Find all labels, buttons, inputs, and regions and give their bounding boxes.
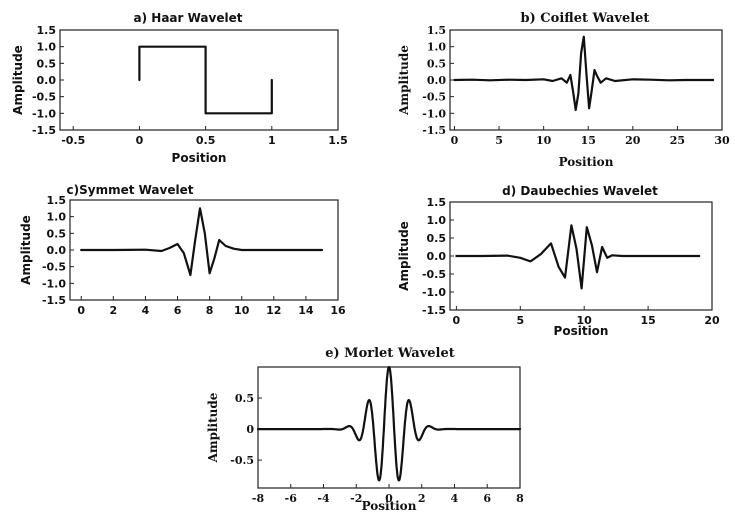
y-tick-label: 0.0: [427, 250, 447, 263]
x-tick-label: 0.5: [196, 134, 216, 147]
x-tick-label: -0.5: [61, 134, 85, 147]
y-tick-label: 0.5: [427, 57, 446, 70]
plot-frame: [59, 29, 339, 131]
y-axis-label: Amplitude: [206, 392, 220, 463]
y-tick-label: 1.5: [427, 196, 447, 209]
y-tick-label: -1.0: [32, 107, 56, 120]
y-tick-label: 1.0: [37, 41, 57, 54]
x-axis-label: Position: [559, 155, 614, 169]
x-tick-label: 0: [77, 304, 85, 317]
chart-title: e) Morlet Wavelet: [325, 346, 455, 361]
x-tick-label: 20: [704, 314, 720, 327]
wavelet-series-line: [138, 45, 273, 115]
x-tick-label: 16: [330, 304, 346, 317]
y-tick-label: 0.5: [47, 227, 67, 240]
x-tick-label: 1.5: [328, 134, 348, 147]
y-axis-label: Amplitude: [19, 215, 33, 285]
wavelet-panel-3: 0 2 4 6 8 10 12 14 16 1.5 1.0 0.5 0.0 -0.5 -1.0 -1.5 c)S…: [19, 183, 346, 317]
x-tick-label: 0: [451, 134, 459, 147]
chart-title: c)Symmet Wavelet: [67, 183, 194, 197]
y-tick-label: -0.5: [32, 91, 56, 104]
wavelet-panel-4: 0 5 10 15 20 1.5 1.0 0.5 0.0 -0.5 -1.0 -1.5 d) Daube…: [397, 184, 720, 338]
y-tick-label: -0.5: [422, 91, 446, 104]
x-tick-label: 20: [625, 134, 641, 147]
x-tick-label: 2: [110, 304, 118, 317]
x-tick-label: 15: [640, 314, 655, 327]
x-tick-label: 0: [385, 492, 393, 505]
chart-title: a) Haar Wavelet: [134, 11, 243, 25]
x-tick-label: -2: [350, 492, 362, 505]
y-tick-label: -1.5: [42, 294, 66, 307]
x-tick-label: 0: [136, 134, 144, 147]
x-tick-label: 10: [234, 304, 250, 317]
y-tick-label: -1.0: [422, 107, 446, 120]
x-tick-label: -8: [252, 492, 265, 505]
x-tick-label: 2: [418, 492, 426, 505]
y-tick-label: 1.5: [47, 194, 67, 207]
x-tick-label: 10: [536, 134, 552, 147]
x-tick-label: 4: [451, 492, 459, 505]
y-axis-label: Amplitude: [397, 45, 411, 116]
x-tick-label: 5: [516, 314, 524, 327]
x-tick-label: 14: [298, 304, 314, 317]
wavelet-panel-2: 0 5 10 15 20 25 30 1.5 1.0 0.5 0.0 -0.5 -1.0 -1.5 b) C…: [397, 11, 730, 169]
y-tick-label: -1.5: [422, 124, 446, 137]
x-tick-label: 6: [174, 304, 182, 317]
y-tick-label: 1.0: [47, 211, 67, 224]
y-tick-label: 1.0: [427, 214, 447, 227]
y-tick-label: -1.5: [422, 304, 446, 317]
x-axis-label: Position: [554, 324, 609, 338]
y-tick-label: 0.5: [235, 392, 254, 405]
y-tick-label: 0.0: [427, 74, 446, 87]
chart-title: b) Coiflet Wavelet: [521, 11, 650, 26]
y-tick-label: -0.5: [422, 268, 446, 281]
y-tick-label: -0.5: [42, 261, 66, 274]
y-tick-label: -1.0: [42, 277, 66, 290]
x-tick-label: 25: [670, 134, 685, 147]
x-axis-label: Position: [172, 151, 227, 165]
x-tick-label: 4: [142, 304, 150, 317]
wavelet-series-line: [80, 207, 324, 277]
y-tick-label: 0.0: [37, 74, 57, 87]
y-tick-label: -0.5: [230, 454, 254, 467]
x-tick-label: -6: [285, 492, 298, 505]
wavelet-panel-5: -8 -6 -4 -2 0 2 4 6 8 0.5 0 -0.5 e) Morlet Wavelet Po…: [206, 346, 524, 513]
wavelet-series-line: [256, 365, 522, 482]
x-tick-label: 8: [206, 304, 214, 317]
y-tick-label: 0: [246, 423, 254, 436]
y-tick-label: -1.5: [32, 124, 56, 137]
y-tick-label: 0.5: [37, 57, 57, 70]
wavelet-series-line: [453, 35, 715, 112]
y-tick-label: 1.5: [427, 24, 446, 37]
x-tick-label: 5: [495, 134, 503, 147]
y-tick-label: -1.0: [422, 286, 446, 299]
y-tick-label: 1.0: [427, 41, 446, 54]
x-tick-label: 8: [516, 492, 524, 505]
x-tick-label: -4: [317, 492, 330, 505]
x-tick-label: 10: [577, 314, 593, 327]
y-axis-label: Amplitude: [11, 45, 25, 115]
y-axis-label: Amplitude: [397, 221, 411, 291]
plot-frame: [257, 366, 521, 489]
x-tick-label: 0: [453, 314, 461, 327]
wavelet-panel-1: -0.5 0 0.5 1 1.5 1.5 1.0 0.5 0.0 -0.5 -1.0 -1.5 a) H…: [11, 11, 348, 165]
wavelet-series-line: [455, 224, 701, 290]
y-tick-label: 0.5: [427, 232, 447, 245]
x-tick-label: 12: [266, 304, 281, 317]
y-tick-label: 1.5: [37, 24, 57, 37]
y-tick-label: 0.0: [47, 244, 67, 257]
x-axis-label: Position: [362, 499, 417, 513]
x-tick-label: 15: [581, 134, 596, 147]
x-tick-label: 6: [483, 492, 491, 505]
chart-title: d) Daubechies Wavelet: [502, 184, 658, 198]
x-tick-label: 30: [714, 134, 730, 147]
x-tick-label: 1: [268, 134, 276, 147]
